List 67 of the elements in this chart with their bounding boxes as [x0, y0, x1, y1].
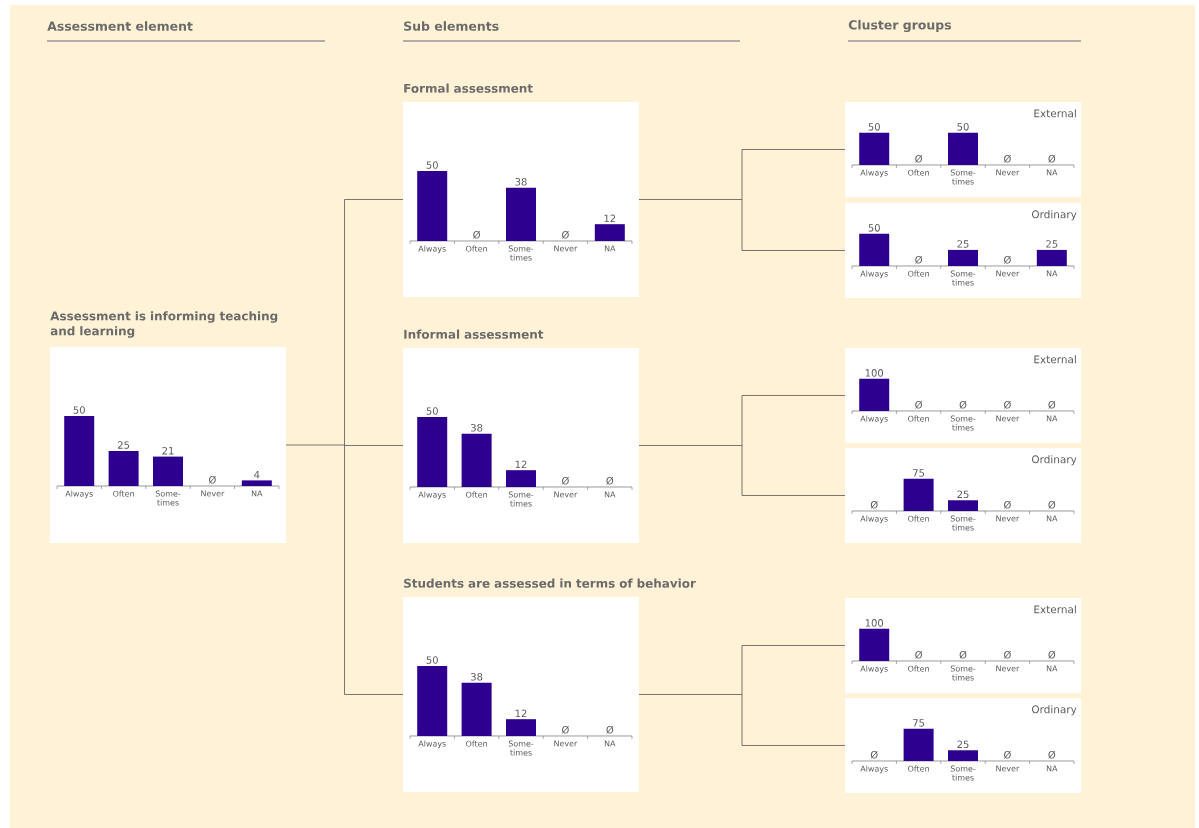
data-label: Ø: [606, 725, 614, 734]
data-label: 38: [515, 178, 527, 186]
data-label: 50: [73, 406, 85, 414]
data-label: Ø: [1048, 154, 1056, 163]
data-label: 25: [957, 740, 969, 749]
data-label: 21: [162, 446, 174, 455]
chart-title: Ordinary: [1031, 705, 1077, 716]
data-label: 50: [426, 656, 438, 664]
data-label: 50: [426, 161, 438, 169]
data-label: 25: [957, 490, 969, 499]
chart-title: Ordinary: [1031, 210, 1077, 221]
chart-title: Informal assessment: [404, 329, 544, 339]
data-label: Ø: [870, 500, 878, 509]
data-label: 38: [471, 424, 483, 432]
data-label: Ø: [915, 650, 923, 659]
data-label: 12: [515, 460, 527, 468]
data-label: Ø: [1048, 650, 1056, 659]
chart-title: External: [1034, 355, 1076, 364]
data-label: Ø: [1003, 154, 1011, 163]
data-label: 25: [118, 441, 130, 449]
data-label: Ø: [473, 230, 481, 239]
bar: [241, 480, 272, 486]
chart-title: Students are assessed in terms of behavior: [404, 578, 696, 588]
bar: [153, 456, 184, 486]
text: Cluster groups: [848, 19, 951, 33]
data-label: 25: [1046, 240, 1058, 248]
data-label: Ø: [915, 154, 923, 163]
data-label: Ø: [959, 650, 967, 659]
data-label: Ø: [1048, 750, 1056, 759]
data-label: 50: [868, 224, 880, 232]
data-label: Ø: [1003, 400, 1011, 409]
data-label: Ø: [1048, 400, 1056, 409]
data-label: 12: [515, 709, 527, 717]
bar: [64, 415, 95, 486]
bar: [108, 450, 139, 486]
chart-title: External: [1034, 605, 1076, 614]
data-label: Ø: [870, 750, 878, 759]
data-label: Ø: [959, 400, 967, 409]
data-label: 50: [426, 407, 438, 415]
data-label: Ø: [208, 475, 216, 484]
data-label: 50: [957, 123, 969, 131]
text: Sub elements: [404, 21, 499, 31]
data-label: 25: [957, 240, 969, 248]
data-label: 12: [604, 214, 616, 222]
data-label: Ø: [1003, 500, 1011, 509]
data-label: Ø: [561, 476, 569, 485]
data-label: Ø: [561, 725, 569, 734]
text: Assessment element: [47, 21, 193, 31]
data-label: Ø: [1003, 750, 1011, 759]
data-label: 38: [471, 673, 483, 681]
data-label: 4: [254, 470, 260, 479]
data-label: Ø: [1048, 500, 1056, 509]
data-label: 75: [913, 719, 925, 727]
data-label: 100: [865, 619, 884, 627]
chart-title: Ordinary: [1031, 455, 1077, 466]
data-label: 50: [868, 123, 880, 131]
data-label: Ø: [561, 230, 569, 239]
chart-title: Assessment is informing teaching and learning: [50, 311, 278, 338]
data-label: 100: [865, 369, 884, 377]
data-label: 75: [913, 469, 925, 477]
chart-title: External: [1034, 109, 1076, 118]
data-label: Ø: [915, 255, 923, 264]
data-label: Ø: [1003, 650, 1011, 659]
data-label: Ø: [606, 476, 614, 485]
data-label: Ø: [915, 400, 923, 409]
chart-title: Formal assessment: [404, 83, 533, 93]
data-label: Ø: [1003, 255, 1011, 264]
